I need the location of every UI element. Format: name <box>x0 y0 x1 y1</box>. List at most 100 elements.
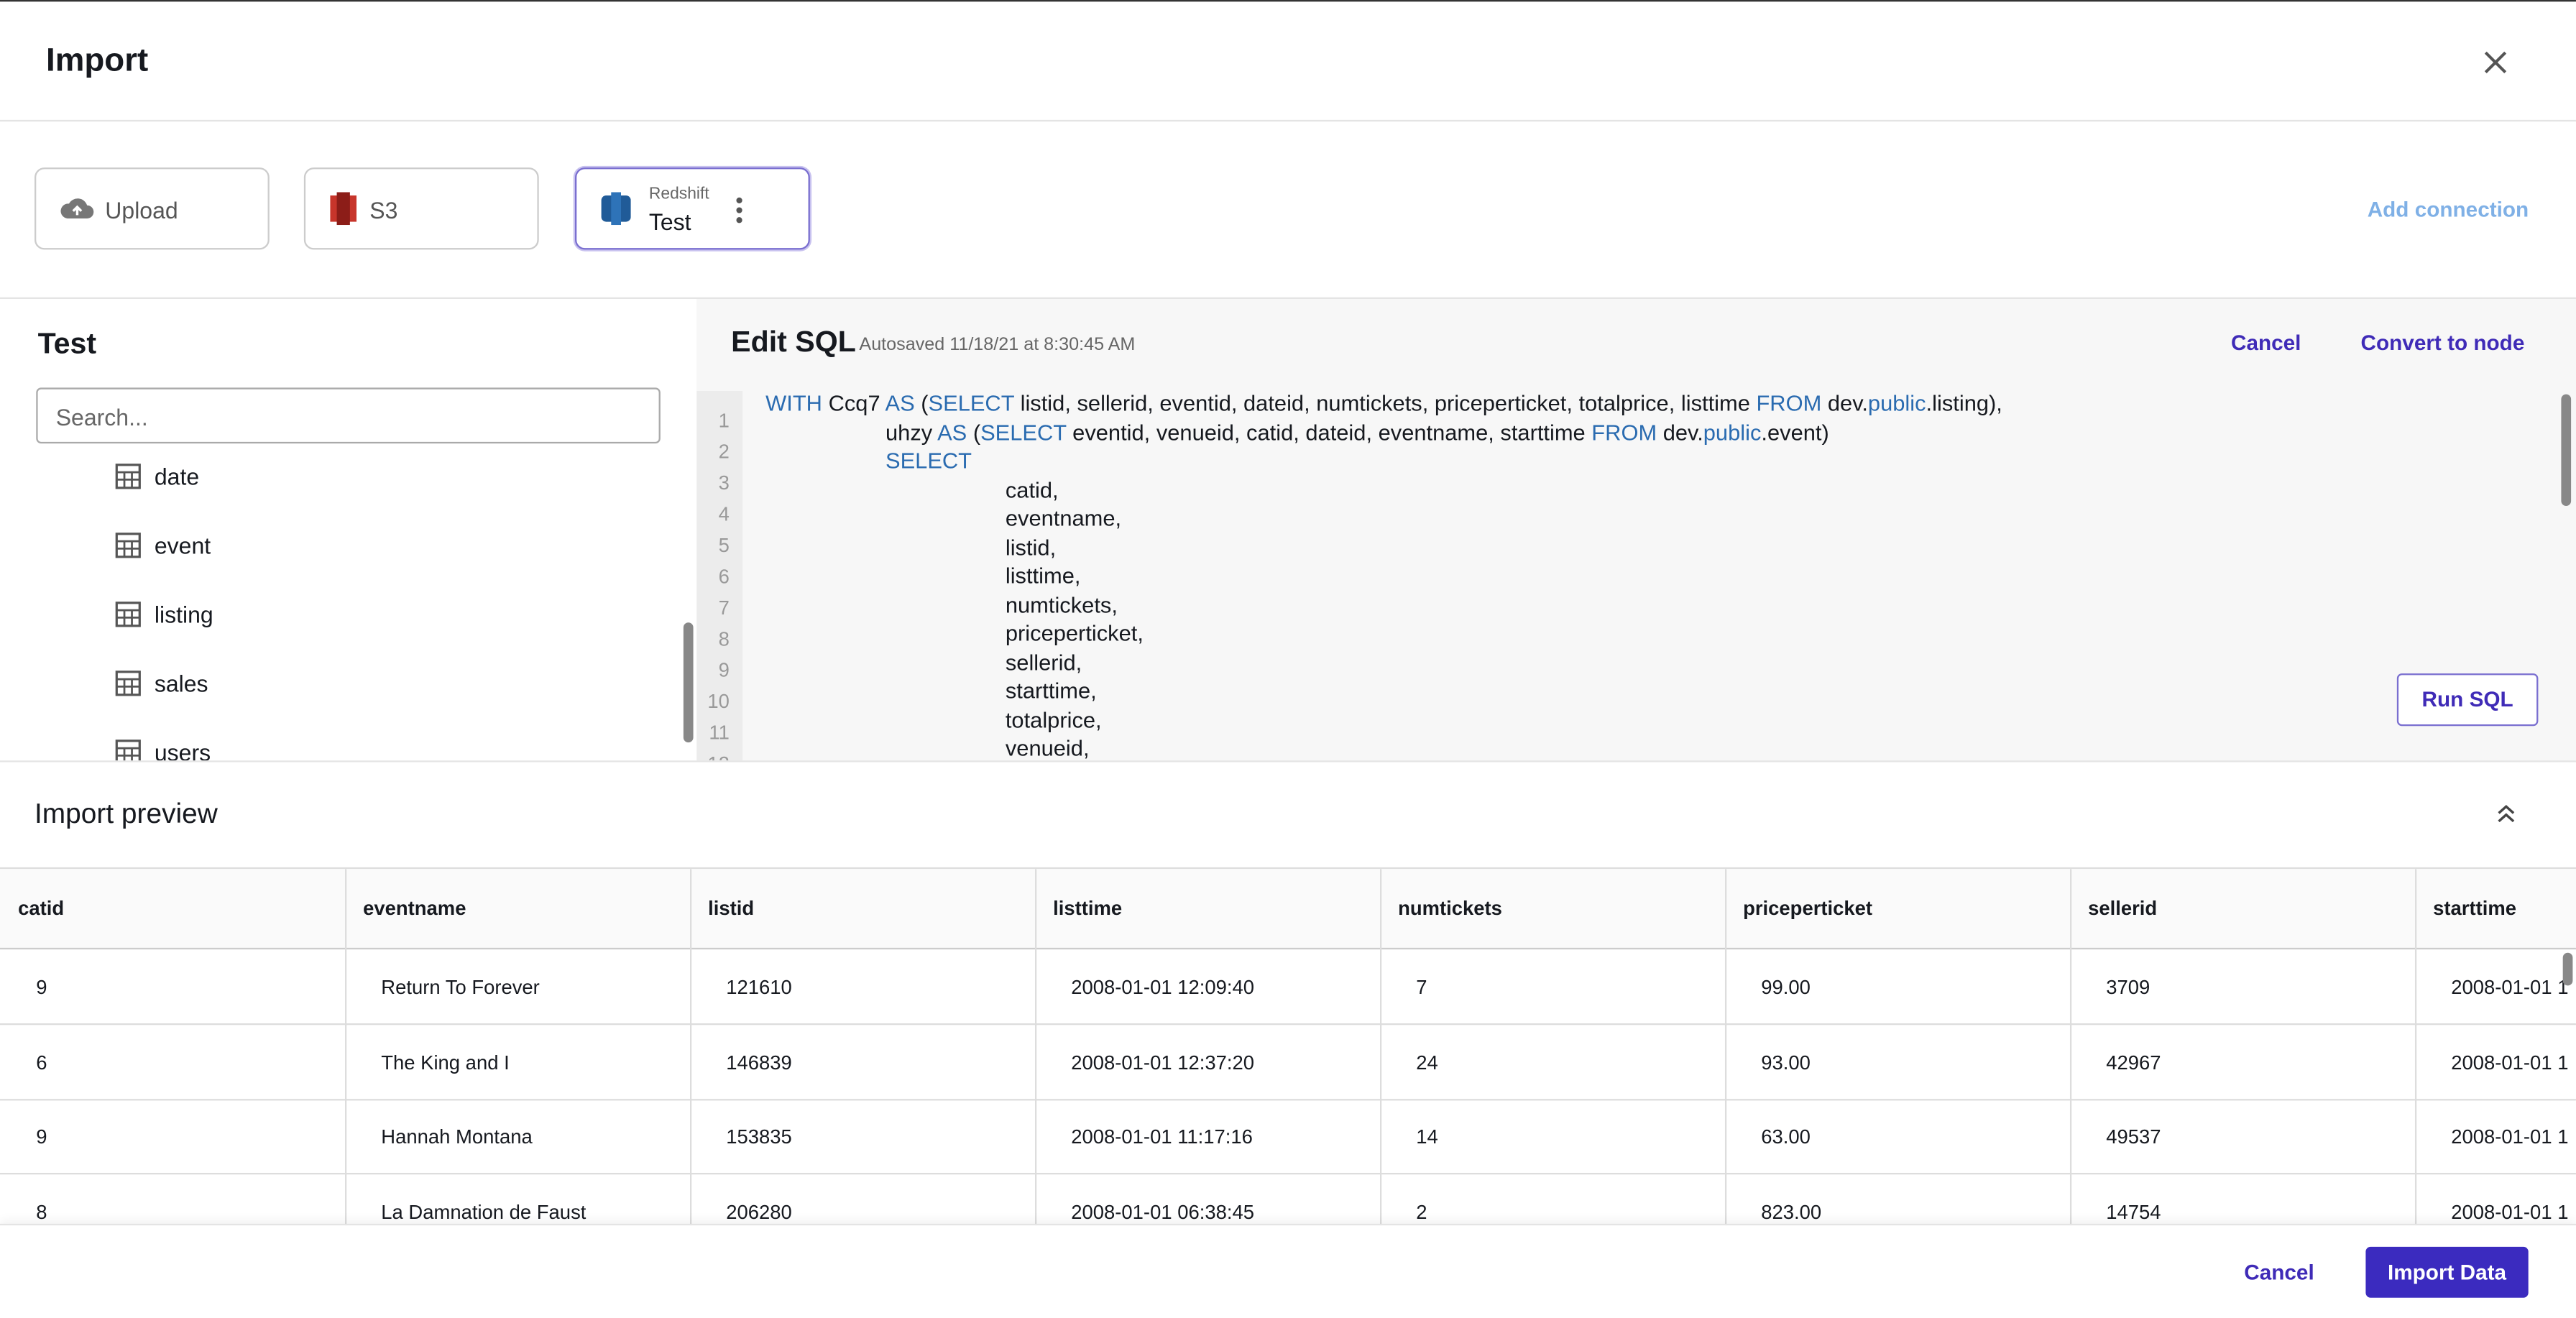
column-header: catid <box>18 896 65 920</box>
table-cell: Return To Forever <box>381 975 540 999</box>
editor-title: Edit SQL <box>731 325 856 359</box>
table-cell: 14754 <box>2106 1199 2161 1223</box>
table-cell: 42967 <box>2106 1050 2161 1074</box>
source-card[interactable]: S3 <box>303 167 539 250</box>
scrollbar[interactable] <box>2561 394 2572 506</box>
add-connection[interactable]: Add connection <box>2367 197 2529 222</box>
source-sublabel: Redshift <box>648 185 709 204</box>
code-token: FROM <box>1591 419 1657 445</box>
table-cell: 206280 <box>726 1199 792 1223</box>
code-token: ( <box>967 419 981 445</box>
column-divider <box>1724 869 1727 1226</box>
line-number: 11 <box>709 721 730 745</box>
header-row <box>0 869 2576 950</box>
source-card[interactable]: Redshift Test <box>574 167 810 250</box>
table-cell: 63.00 <box>1761 1125 1811 1148</box>
scrollbar[interactable] <box>683 622 694 743</box>
code-line: sellerid, <box>765 648 2002 677</box>
convert-button[interactable]: Convert to node <box>2360 330 2525 355</box>
code-token: FROM <box>1756 390 1822 416</box>
line-number: 1 <box>718 409 730 433</box>
row-divider <box>0 1023 2576 1026</box>
table-icon <box>115 670 141 696</box>
code-token: SELECT <box>765 448 972 474</box>
column-divider <box>2414 869 2417 1226</box>
column-header: listtime <box>1053 896 1123 920</box>
table-item[interactable]: event <box>154 532 211 559</box>
code-line: SELECT <box>765 447 2002 476</box>
more-menu[interactable] <box>735 195 745 225</box>
collapse-button[interactable] <box>2496 803 2517 825</box>
column-divider <box>1034 869 1037 1226</box>
table-cell: 14 <box>1416 1125 1438 1148</box>
tree-title: Test <box>37 326 97 360</box>
code-line: listid, <box>765 533 2002 562</box>
line-number: 6 <box>718 565 730 589</box>
column-header: numtickets <box>1398 896 1502 920</box>
table-item[interactable]: users <box>154 739 211 761</box>
code-token: SELECT <box>980 419 1067 445</box>
source-label: Upload <box>105 197 178 223</box>
row-divider <box>0 1172 2576 1175</box>
code-line: listtime, <box>765 562 2002 591</box>
column-divider <box>1379 869 1382 1226</box>
dialog-title: Import <box>45 42 149 79</box>
table-item[interactable]: date <box>154 463 200 490</box>
code-line: WITH Ccq7 AS (SELECT listid, sellerid, e… <box>765 390 2002 418</box>
table-cell: 2008-01-01 1 <box>2451 1125 2569 1148</box>
table-cell: 2008-01-01 06:38:45 <box>1071 1199 1254 1223</box>
source-card[interactable]: Upload <box>34 167 270 250</box>
table-cell: 2008-01-01 1 <box>2451 1050 2569 1074</box>
code-token: uhzy <box>765 419 938 445</box>
table-cell: 49537 <box>2106 1125 2161 1148</box>
line-number: 4 <box>718 502 730 526</box>
code-token: public <box>1867 390 1926 416</box>
table-icon <box>115 739 141 761</box>
source-label: S3 <box>369 197 398 223</box>
code-token: public <box>1703 419 1762 445</box>
code-line: eventname, <box>765 504 2002 533</box>
table-cell: 2008-01-01 12:37:20 <box>1071 1050 1254 1074</box>
table-icon <box>115 464 141 489</box>
line-number: 3 <box>718 471 730 494</box>
line-number: 10 <box>707 689 730 713</box>
search-box[interactable]: Search... <box>36 387 661 444</box>
code-token: SELECT <box>928 390 1015 416</box>
cancel-button[interactable]: Cancel <box>2230 330 2301 355</box>
code-token: Ccq7 <box>822 390 886 416</box>
table-item[interactable]: listing <box>154 601 213 628</box>
line-number: 2 <box>718 440 730 464</box>
code-token: .event) <box>1761 419 1829 445</box>
code-token: eventname, <box>765 505 1122 531</box>
table-item[interactable]: sales <box>154 670 208 697</box>
table-cell: 6 <box>36 1050 47 1074</box>
code-token: catid, <box>765 476 1059 502</box>
table-cell: 2008-01-01 1 <box>2451 1199 2569 1223</box>
table-cell: 93.00 <box>1761 1050 1811 1074</box>
table-cell: 9 <box>36 1125 47 1148</box>
import-button[interactable]: Import Data <box>2365 1246 2529 1298</box>
code-token: WITH <box>765 390 822 416</box>
code-token: AS <box>885 390 915 416</box>
code-token: ( <box>914 390 929 416</box>
code-token: listid, <box>765 534 1057 560</box>
code-line: totalprice, <box>765 706 2002 734</box>
code-token: dev. <box>1657 419 1703 445</box>
column-divider <box>344 869 347 1226</box>
table-cell: 121610 <box>726 975 792 999</box>
gutter: 123456789101112 <box>696 390 743 761</box>
scrollbar[interactable] <box>2562 952 2573 986</box>
code-line: uhzy AS (SELECT eventid, venueid, catid,… <box>765 418 2002 447</box>
divider <box>0 760 2576 762</box>
table-cell: 823.00 <box>1761 1199 1822 1223</box>
run-sql-button[interactable]: Run SQL <box>2396 673 2539 727</box>
table-cell: 3709 <box>2106 975 2150 999</box>
table-cell: 99.00 <box>1761 975 1811 999</box>
code-line: priceperticket, <box>765 619 2002 648</box>
close-button[interactable] <box>2480 47 2510 77</box>
code-token: priceperticket, <box>765 620 1144 646</box>
code-token: dev. <box>1821 390 1868 416</box>
code-token: numtickets, <box>765 591 1118 617</box>
cancel-button[interactable]: Cancel <box>2244 1260 2314 1285</box>
